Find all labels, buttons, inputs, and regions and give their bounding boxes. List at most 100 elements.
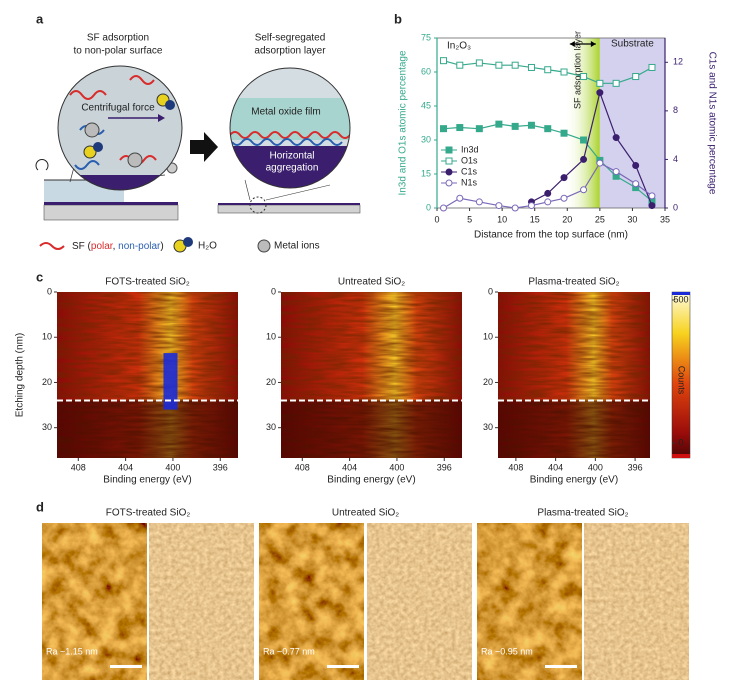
scale-bar — [327, 665, 359, 668]
marker — [544, 125, 552, 133]
y2-tick-label: 12 — [673, 57, 683, 67]
panel-title: Plasma-treated SiO₂ — [528, 277, 619, 288]
marker — [560, 129, 568, 137]
panel-title: to non-polar surface — [74, 46, 163, 57]
roughness-label: Ra ~1.15 nm — [46, 646, 98, 656]
y-tick-label: 0 — [47, 286, 52, 296]
legend-marker — [445, 179, 453, 187]
marker — [648, 63, 656, 71]
panel-title: adsorption layer — [254, 46, 326, 57]
marker — [456, 124, 464, 132]
y-tick-label: 30 — [483, 422, 493, 432]
marker — [632, 180, 640, 188]
x-tick-label: 396 — [213, 462, 228, 472]
marker — [612, 79, 620, 87]
legend-text: N1s — [461, 177, 478, 187]
panel-label: d — [36, 499, 44, 514]
afm-phase-image — [149, 523, 254, 680]
diagram-text: Horizontal — [269, 151, 314, 162]
y2-tick-label: 0 — [673, 202, 678, 212]
marker — [440, 57, 448, 65]
marker — [580, 186, 588, 194]
legend-text: ) — [160, 241, 163, 252]
y-tick-label: 30 — [266, 422, 276, 432]
x-tick-label: 5 — [467, 214, 472, 224]
marker — [580, 155, 588, 163]
marker — [560, 174, 568, 182]
legend-text: SF ( — [72, 241, 92, 252]
x-tick-label: 408 — [508, 462, 523, 472]
x-tick-label: 408 — [295, 462, 310, 472]
marker — [527, 121, 535, 129]
marker — [475, 198, 483, 206]
colorbar-floor — [672, 454, 690, 458]
series-line — [531, 90, 653, 206]
panel-title: Plasma-treated SiO₂ — [537, 508, 628, 519]
marker — [612, 168, 620, 176]
legend-marker — [445, 168, 453, 176]
chart: SF adsorption layer Substrate 0 5 10 15 20 25 30… — [398, 31, 718, 241]
y-tick-label: 10 — [42, 332, 52, 342]
colorbar-tick-label: 500 — [673, 294, 688, 304]
heatmaps: FOTS-treated SiO₂ 408 404 400 396 0 10 20 30 Bind… — [15, 277, 691, 486]
afm-height-texture — [477, 523, 582, 680]
marker — [596, 79, 604, 87]
scale-bar — [545, 665, 577, 668]
y-tick-label: 0 — [426, 202, 431, 212]
marker — [495, 120, 503, 128]
marker — [560, 68, 568, 76]
y-axis-label: Etching depth (nm) — [15, 333, 26, 418]
x-axis-label: Binding energy (eV) — [530, 475, 618, 486]
x-tick-label: 30 — [627, 214, 637, 224]
marker — [596, 89, 604, 97]
x-axis-label: Binding energy (eV) — [327, 475, 415, 486]
y2-tick-label: 8 — [673, 105, 678, 115]
y-tick-label: 10 — [266, 332, 276, 342]
x-tick-label: 404 — [548, 462, 563, 472]
x-tick-label: 400 — [389, 462, 404, 472]
marker — [544, 66, 552, 74]
marker — [440, 204, 448, 212]
legend-text: H₂O — [198, 241, 217, 252]
x-tick-label: 25 — [595, 214, 605, 224]
legend-text: non-polar — [118, 241, 161, 252]
panel-title: Untreated SiO₂ — [338, 277, 405, 288]
scale-bar — [110, 665, 142, 668]
panel-label: b — [394, 11, 402, 26]
y-tick-label: 0 — [488, 286, 493, 296]
y-tick-label: 10 — [483, 332, 493, 342]
legend-text: In3d — [461, 144, 479, 154]
region — [564, 38, 600, 208]
panel-title: Untreated SiO₂ — [332, 508, 399, 519]
x-tick-label: 15 — [530, 214, 540, 224]
legend-text: polar — [91, 241, 114, 252]
marker — [511, 204, 519, 212]
marker — [495, 61, 503, 69]
colorbar-tick-label: 0 — [678, 437, 683, 447]
panel-title: FOTS-treated SiO₂ — [106, 508, 191, 519]
marker — [544, 198, 552, 206]
y-tick-label: 45 — [421, 100, 431, 110]
x-tick-label: 404 — [118, 462, 133, 472]
marker — [580, 136, 588, 144]
legend-text: O1s — [461, 155, 478, 165]
legend-marker — [445, 146, 453, 154]
diagram-text: Centrifugal force — [81, 103, 155, 114]
y-tick-label: 30 — [421, 134, 431, 144]
x-tick-label: 396 — [628, 462, 643, 472]
marker — [596, 159, 604, 167]
diagram-text: aggregation — [266, 163, 319, 174]
panel-title: Self-segregated — [255, 33, 326, 44]
y-tick-label: 20 — [266, 377, 276, 387]
marker — [648, 202, 656, 210]
x-tick-label: 400 — [165, 462, 180, 472]
annotation: In₂O₃ — [447, 41, 471, 52]
y-tick-label: 20 — [42, 377, 52, 387]
y-tick-label: 75 — [421, 32, 431, 42]
panel-title: SF adsorption — [87, 33, 149, 44]
region-label: SF adsorption layer — [572, 31, 582, 109]
marker — [475, 125, 483, 133]
afm-height-texture — [42, 523, 147, 680]
y-tick-label: 20 — [483, 377, 493, 387]
